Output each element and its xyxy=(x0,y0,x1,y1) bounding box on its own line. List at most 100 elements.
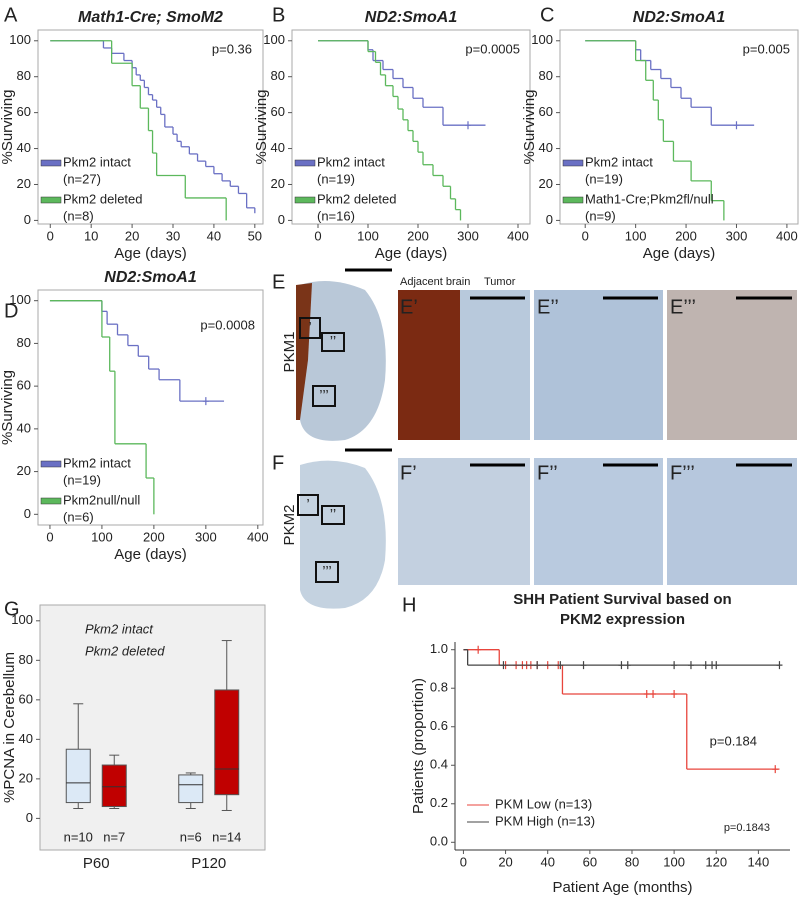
count-label: n=7 xyxy=(103,829,125,844)
censor-mark xyxy=(534,661,541,670)
tissue-image xyxy=(300,460,386,609)
censor-mark xyxy=(500,661,507,670)
box xyxy=(178,774,204,804)
legend-count: (n=19) xyxy=(63,472,101,487)
legend-label: PKM Low (n=13) xyxy=(495,796,592,811)
censor-mark xyxy=(465,121,471,130)
y-tick-label: 1.0 xyxy=(430,641,448,656)
p-value: p=0.0008 xyxy=(200,317,255,332)
panel-letter: F’’’ xyxy=(670,462,695,484)
p-value: p=0.0005 xyxy=(465,41,520,56)
chart-title: ND2:SmoA1 xyxy=(104,269,197,286)
box xyxy=(214,689,240,796)
y-axis-label: %Surviving xyxy=(521,89,538,164)
tissue-image xyxy=(300,281,386,441)
x-tick-label: 100 xyxy=(625,228,647,243)
y-tick-label: 20 xyxy=(17,463,31,478)
image-panels: E F PKM1 PKM2 ’ ’’ ’’’ ’ ’’ ’’’ Adjacent… xyxy=(272,268,797,609)
x-tick-label: 100 xyxy=(91,529,113,544)
legend-count: (n=19) xyxy=(585,171,623,186)
p-value-note: p=0.1843 xyxy=(724,822,770,834)
censor-mark xyxy=(202,397,209,406)
y-tick-label: 0 xyxy=(278,212,285,227)
stain-label: PKM1 xyxy=(281,332,298,373)
y-tick-label: 20 xyxy=(19,770,33,785)
y-tick-label: 0.0 xyxy=(430,834,448,849)
x-tick-label: 0 xyxy=(460,854,467,869)
inset-boxes xyxy=(297,317,345,583)
region-label: Adjacent brain xyxy=(400,276,470,288)
panel-letter: A xyxy=(4,4,18,26)
x-axis-label: Age (days) xyxy=(375,245,448,262)
y-axis-label: %Surviving xyxy=(0,89,16,164)
legend-swatch xyxy=(40,497,62,505)
legend-count: (n=8) xyxy=(63,208,94,223)
x-tick-label: 10 xyxy=(84,228,98,243)
y-tick-label: 20 xyxy=(17,176,31,191)
y-tick-label: 0.8 xyxy=(430,680,448,695)
y-tick-label: 80 xyxy=(19,652,33,667)
y-tick-label: 0.2 xyxy=(430,795,448,810)
plot-frame xyxy=(559,29,799,225)
panel-letter: E’ xyxy=(400,296,418,318)
x-tick-label: P120 xyxy=(191,855,226,872)
legend-label: Pkm2 intact xyxy=(85,621,154,636)
y-tick-label: 80 xyxy=(539,68,553,83)
x-tick-label: 20 xyxy=(498,854,512,869)
scale-bars xyxy=(470,296,792,467)
y-tick-label: 40 xyxy=(17,420,31,435)
x-tick-label: 300 xyxy=(726,228,748,243)
panel-letter: E’’ xyxy=(537,296,559,318)
micrograph xyxy=(667,290,797,440)
x-tick-label: 200 xyxy=(407,228,429,243)
micrograph xyxy=(534,458,663,585)
y-tick-label: 0 xyxy=(24,212,31,227)
legend-count: (n=9) xyxy=(585,208,616,223)
x-axis-label: Age (days) xyxy=(114,245,187,262)
x-axis-label: Age (days) xyxy=(643,245,716,262)
micrograph xyxy=(534,290,663,440)
box xyxy=(65,748,91,804)
y-tick-label: 100 xyxy=(263,32,285,47)
x-tick-label: 400 xyxy=(507,228,529,243)
censor-mark xyxy=(618,661,625,670)
censor-mark xyxy=(776,661,783,670)
x-tick-label: 300 xyxy=(195,529,217,544)
inset-label: ’’’ xyxy=(322,563,331,580)
y-tick-label: 100 xyxy=(531,32,553,47)
x-tick-label: 120 xyxy=(705,854,727,869)
plot-frame xyxy=(37,289,264,526)
y-tick-label: 0.4 xyxy=(430,757,448,772)
count-label: n=6 xyxy=(180,829,202,844)
legend-label: PKM High (n=13) xyxy=(495,813,595,828)
legend-swatch xyxy=(40,460,62,468)
micrograph xyxy=(398,290,460,440)
legend-swatch xyxy=(294,159,316,167)
x-tick-label: 0 xyxy=(46,529,53,544)
inset-label: ’’’ xyxy=(319,387,328,404)
p-value: p=0.36 xyxy=(212,41,252,56)
legend-swatch xyxy=(40,196,62,204)
legend-count: (n=6) xyxy=(63,509,94,524)
chart-title: PKM2 expression xyxy=(560,611,685,628)
censor-mark xyxy=(624,661,631,670)
censor-mark xyxy=(650,690,657,698)
censor-mark xyxy=(733,121,740,130)
legend-label: Pkm2 deleted xyxy=(85,643,165,658)
x-tick-label: 100 xyxy=(663,854,685,869)
x-axis-label: Patient Age (months) xyxy=(552,879,692,896)
censor-mark xyxy=(580,661,587,670)
micrograph xyxy=(667,458,797,585)
y-tick-label: 0 xyxy=(24,506,31,521)
panel-letter: F xyxy=(272,452,284,474)
y-tick-label: 40 xyxy=(539,140,553,155)
censor-mark xyxy=(772,765,779,774)
censor-mark xyxy=(643,690,650,698)
count-label: n=14 xyxy=(212,829,241,844)
chart-title: SHH Patient Survival based on xyxy=(513,591,731,608)
x-tick-label: 80 xyxy=(625,854,639,869)
plot-frame xyxy=(37,29,264,225)
censor-mark xyxy=(475,645,482,654)
box xyxy=(101,764,127,808)
